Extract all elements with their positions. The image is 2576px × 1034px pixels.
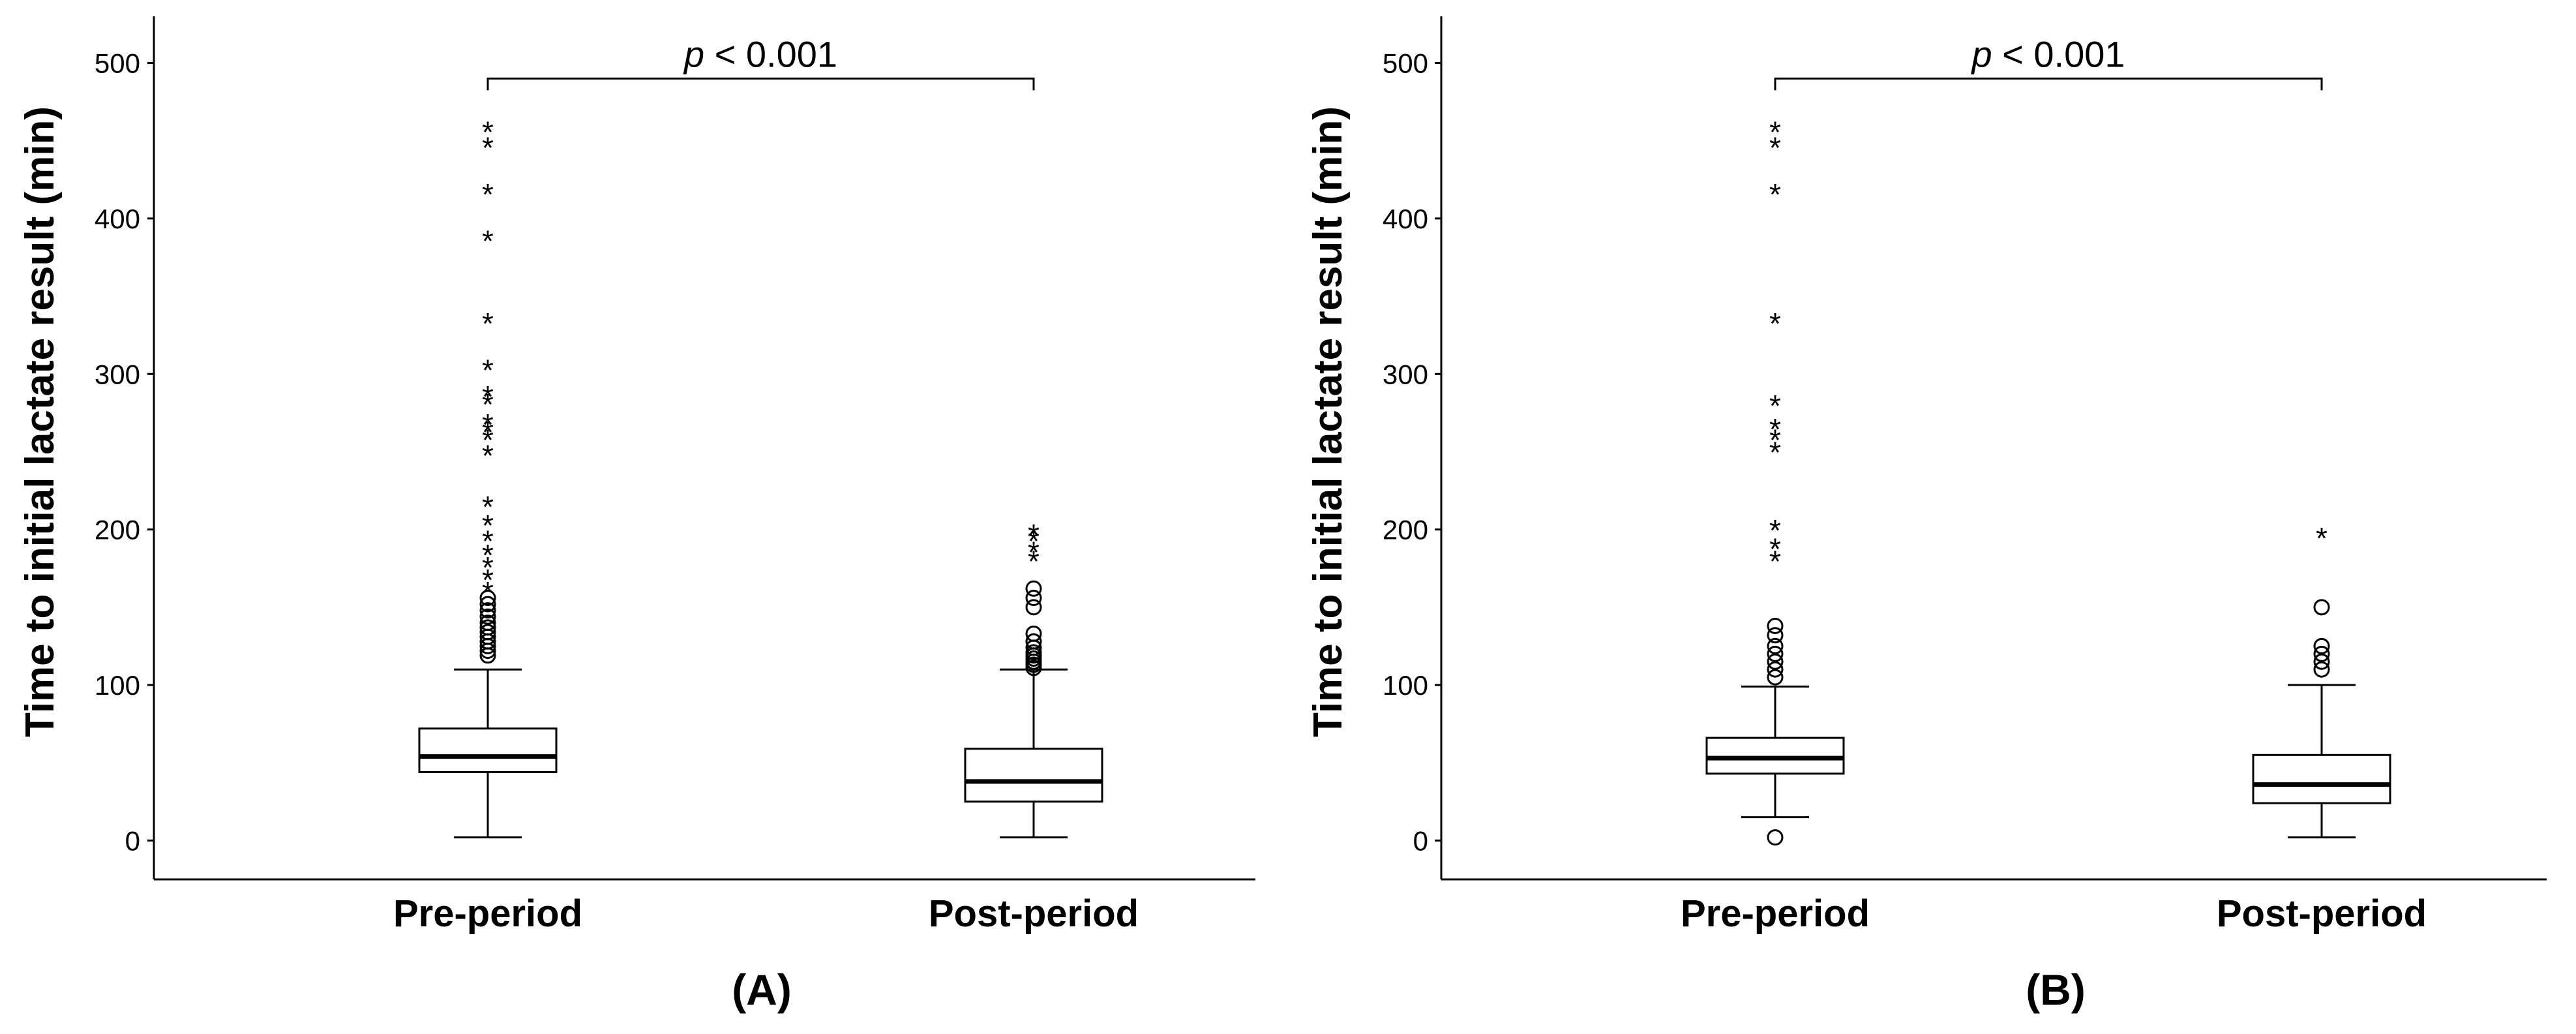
y-tick-label: 400 (1383, 204, 1428, 234)
box-post-period: * (2252, 521, 2391, 839)
outlier-point (1025, 580, 1042, 597)
outlier-point (1767, 653, 1784, 670)
outlier-point (1767, 645, 1784, 662)
y-tick-label: 200 (1383, 515, 1428, 545)
category-label: Post-period (929, 892, 1139, 935)
outlier-point (1767, 669, 1784, 686)
extreme-point: * (482, 307, 494, 341)
box-post-period: **** (964, 518, 1103, 839)
outlier-point (1767, 661, 1784, 678)
extreme-point: * (1769, 436, 1781, 470)
p-value-annotation: p < 0.001 (1970, 33, 2125, 74)
box-pre-period: *********** (1705, 115, 1845, 846)
panel-label: (B) (2026, 966, 2086, 1014)
extreme-point: * (482, 353, 494, 387)
extreme-point: * (1028, 535, 1040, 569)
extreme-point: * (482, 525, 494, 558)
outlier-point (2313, 645, 2330, 662)
extreme-point: * (482, 388, 494, 421)
outlier-point (479, 615, 496, 631)
significance-bracket (487, 77, 1035, 91)
significance-bracket (1774, 77, 2323, 91)
extreme-point: * (1769, 532, 1781, 566)
extreme-point: * (482, 490, 494, 524)
extreme-point: * (1769, 389, 1781, 423)
iqr-box (418, 727, 558, 774)
y-tick-label: 100 (95, 670, 140, 701)
extreme-point: * (1769, 412, 1781, 446)
outlier-point (479, 619, 496, 636)
extreme-point: * (482, 438, 494, 472)
box-pre-period: ******************* (418, 115, 558, 839)
p-value-annotation: p < 0.001 (683, 33, 837, 74)
outlier-point (1025, 590, 1042, 607)
extreme-point: * (482, 130, 494, 164)
extreme-point: * (482, 380, 494, 414)
outlier-point (2313, 653, 2330, 670)
extreme-point: * (482, 423, 494, 457)
category-label: Pre-period (1681, 892, 1870, 935)
outlier-point (1767, 637, 1784, 654)
outlier-point (1025, 625, 1042, 642)
extreme-point: * (482, 551, 494, 585)
panel-label: (A) (732, 966, 792, 1014)
extreme-point: * (482, 538, 494, 572)
iqr-box (964, 748, 1103, 803)
y-tick-label: 300 (95, 359, 140, 389)
outlier-point (2313, 599, 2330, 616)
iqr-box (1705, 737, 1845, 775)
chart-panel-a: 0 100 200 300 400 500 Time to initial lactate … (18, 16, 1255, 1014)
y-axis-label: Time to initial lactate result (min) (1306, 106, 1351, 737)
extreme-point: * (1769, 423, 1781, 457)
y-tick-label: 100 (1383, 670, 1428, 701)
extreme-point: * (1769, 177, 1781, 211)
y-tick-label: 0 (1413, 825, 1428, 856)
extreme-point: * (1028, 518, 1040, 552)
extreme-point: * (482, 224, 494, 258)
outlier-point (1767, 617, 1784, 634)
y-axis-label: Time to initial lactate result (min) (18, 106, 63, 737)
outlier-point (1025, 633, 1042, 650)
extreme-point: * (482, 563, 494, 597)
outlier-point (479, 590, 496, 607)
extreme-point: * (1769, 130, 1781, 164)
extreme-point: * (482, 416, 494, 449)
extreme-point: * (1028, 545, 1040, 579)
iqr-box (2252, 753, 2391, 804)
outlier-point (1025, 644, 1042, 661)
extreme-point: * (1769, 545, 1781, 579)
extreme-point: * (482, 408, 494, 442)
chart-panel-b: 0 100 200 300 400 500 Time to initial lactate … (1306, 16, 2547, 1014)
category-label: Pre-period (393, 892, 582, 935)
y-tick-label: 500 (1383, 48, 1428, 79)
y-tick-label: 500 (95, 48, 140, 79)
extreme-point: * (2316, 521, 2328, 555)
extreme-point: * (1769, 513, 1781, 547)
outlier-point (479, 602, 496, 619)
extreme-point: * (482, 575, 494, 609)
extreme-point: * (1769, 115, 1781, 149)
outlier-point (1767, 829, 1784, 846)
extreme-point: * (1028, 525, 1040, 558)
outlier-point (479, 608, 496, 625)
outlier-point (2313, 637, 2330, 654)
extreme-point: * (1769, 307, 1781, 341)
y-tick-label: 200 (95, 515, 140, 545)
outlier-point (1025, 599, 1042, 616)
y-tick-label: 0 (125, 825, 140, 856)
extreme-point: * (482, 509, 494, 543)
extreme-point: * (482, 115, 494, 149)
extreme-point: * (482, 177, 494, 211)
y-tick-label: 300 (1383, 359, 1428, 389)
y-tick-label: 400 (95, 204, 140, 234)
outlier-point (479, 624, 496, 641)
outlier-point (2313, 661, 2330, 678)
outlier-point (1767, 627, 1784, 644)
outlier-point (479, 596, 496, 613)
category-label: Post-period (2217, 892, 2427, 935)
